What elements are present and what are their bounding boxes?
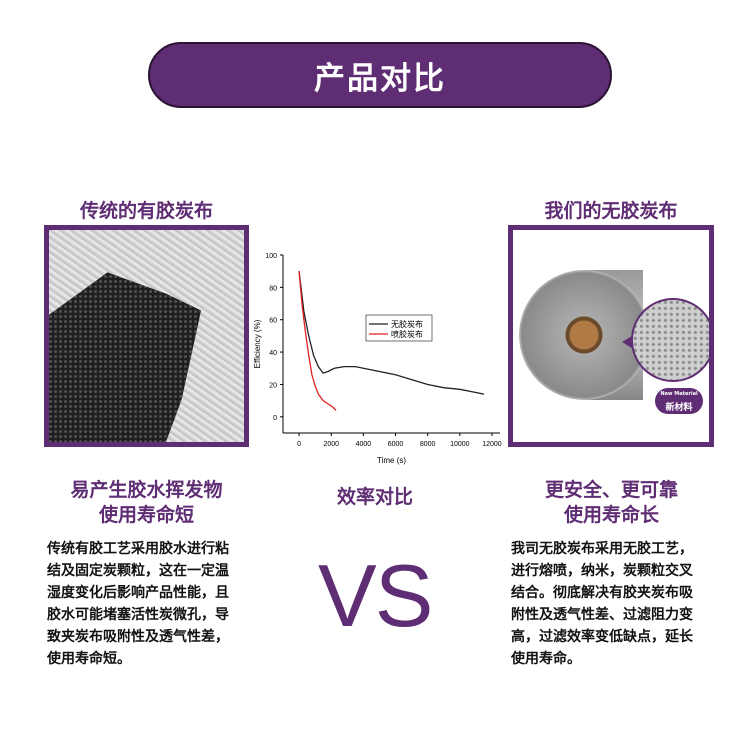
y-tick-label: 60 (269, 318, 277, 325)
description-line: 胶水可能堵塞活性炭微孔，导 (47, 607, 229, 623)
y-tick-label: 40 (269, 350, 277, 357)
right-description: 我司无胶炭布采用无胶工艺， 进行熔喷，纳米，炭颗粒交叉 结合。彻底解决有胶夹炭布吸附… (511, 538, 693, 670)
x-tick-label: 2000 (323, 441, 339, 448)
y-tick-label: 80 (269, 285, 277, 292)
x-tick-label: 12000 (482, 441, 502, 448)
x-tick-label: 8000 (420, 441, 436, 448)
glueless-carbon-cloth-image: New Material 新材料 (508, 225, 714, 447)
series-line (298, 271, 337, 411)
efficiency-chart: 0 20 40 60 80 100 0 2000 4000 6000 8000 10000 12000 T… (253, 253, 502, 465)
description-line: 结合。彻底解决有胶夹炭布吸 (511, 585, 693, 601)
right-heading: 我们的无胶炭布 (544, 200, 678, 222)
description-line: 附性及透气性差、过滤阻力变 (511, 607, 693, 623)
roll-end (519, 270, 649, 400)
page-title: 产品对比 (148, 42, 612, 108)
x-tick-label: 4000 (356, 441, 372, 448)
chart-caption: 效率对比 (336, 486, 413, 508)
y-tick-label: 20 (269, 382, 277, 389)
x-tick-label: 10000 (450, 441, 470, 448)
left-description: 传统有胶工艺采用胶水进行粘 结及固定炭颗粒，这在一定温 湿度变化后影响产品性能，且胶… (47, 538, 229, 670)
x-axis-label: Time (s) (377, 456, 406, 465)
description-line: 我司无胶炭布采用无胶工艺， (511, 541, 693, 557)
description-line: 使用寿命短。 (47, 651, 131, 667)
left-sub-line: 易产生胶水挥发物 (70, 479, 223, 501)
carbon-layer (49, 272, 202, 442)
badge-large-text: 新材料 (665, 403, 693, 413)
description-line: 湿度变化后影响产品性能，且 (47, 585, 229, 601)
right-subheading: 更安全、更可靠 使用寿命长 (495, 478, 728, 528)
left-sub-line: 使用寿命短 (98, 504, 194, 526)
y-axis-label: Efficiency (%) (253, 319, 262, 368)
description-line: 传统有胶工艺采用胶水进行粘 (47, 541, 229, 557)
description-line: 使用寿命。 (511, 651, 581, 667)
left-subheading: 易产生胶水挥发物 使用寿命短 (30, 478, 263, 528)
series-line (298, 271, 485, 395)
left-heading: 传统的有胶炭布 (79, 200, 213, 222)
right-sub-line: 更安全、更可靠 (544, 479, 678, 501)
description-line: 结及固定炭颗粒，这在一定温 (47, 563, 229, 579)
legend-label: 无胶炭布 (391, 319, 423, 329)
legend-label: 喷胶炭布 (391, 329, 423, 339)
description-line: 致夹炭布吸附性及透气性差， (47, 629, 229, 645)
magnified-texture (631, 298, 709, 382)
legend-box (365, 314, 433, 342)
glued-carbon-cloth-image (44, 225, 249, 447)
new-material-badge: New Material 新材料 (655, 388, 703, 414)
y-tick-label: 100 (265, 253, 277, 260)
badge-small-text: New Material (660, 391, 698, 397)
x-tick-label: 0 (297, 441, 301, 448)
y-tick-label: 0 (273, 415, 277, 422)
pointer-arrow-icon (622, 336, 632, 348)
right-sub-line: 使用寿命长 (563, 504, 659, 526)
vs-label: VS (318, 546, 433, 645)
x-tick-label: 6000 (388, 441, 404, 448)
description-line: 高，过滤效率变低缺点，延长 (511, 629, 693, 645)
description-line: 进行熔喷，纳米，炭颗粒交叉 (511, 563, 693, 579)
